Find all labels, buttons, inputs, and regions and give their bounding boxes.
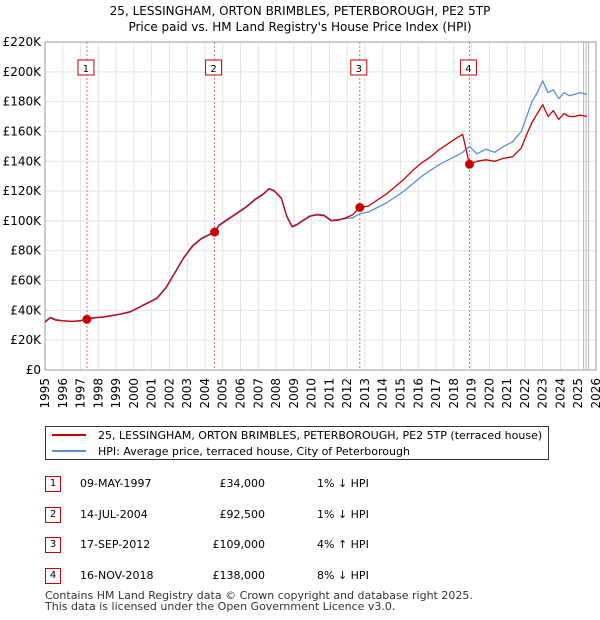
x-tick-label: 1999 (109, 378, 123, 409)
chart-legend: 25, LESSINGHAM, ORTON BRIMBLES, PETERBOR… (45, 426, 549, 460)
sale-number-badge: 4 (45, 567, 61, 584)
sale-date: 16-NOV-2018 (80, 568, 154, 582)
sale-date: 09-MAY-1997 (80, 477, 152, 490)
legend-red-swatch (52, 434, 86, 436)
sale-price: £138,000 (212, 568, 266, 582)
sales-table: 1 09-MAY-1997 £34,000 1% ↓ HPI 2 14-JUL-… (45, 472, 565, 594)
x-tick-label: 2001 (145, 378, 159, 409)
sale-hpi-diff: 1% ↓ HPI (317, 477, 369, 490)
footer-line-1: Contains HM Land Registry data © Crown c… (45, 589, 473, 602)
legend-blue-swatch (52, 450, 86, 452)
sale-hpi-diff: 4% ↑ HPI (317, 538, 369, 551)
x-tick-label: 2010 (305, 378, 319, 409)
y-tick-label: £180K (3, 95, 43, 109)
y-tick-label: £140K (3, 154, 43, 168)
x-tick-label: 2016 (411, 378, 425, 409)
legend-item-hpi: HPI: Average price, terraced house, City… (52, 444, 410, 458)
sale-marker-box (77, 59, 95, 76)
x-tick-label: 2018 (447, 378, 461, 409)
chart-subtitle: Price paid vs. HM Land Registry's House … (128, 20, 472, 34)
y-tick-label: £100K (3, 214, 43, 228)
x-tick-label: 1995 (38, 378, 52, 409)
y-tick-label: £160K (3, 124, 43, 138)
x-tick-label: 2011 (322, 378, 336, 409)
plot-frame (44, 41, 597, 371)
sale-date: 14-JUL-2004 (80, 507, 148, 521)
x-tick-label: 2021 (500, 378, 514, 409)
y-tick-label: £120K (3, 184, 43, 198)
x-tick-label: 2007 (251, 378, 265, 409)
sale-point (355, 202, 365, 212)
sale-price: £34,000 (219, 477, 266, 490)
y-tick-label: £220K (3, 35, 43, 49)
x-tick-label: 2006 (234, 378, 248, 409)
x-tick-label: 2009 (287, 378, 301, 409)
table-row: 3 17-SEP-2012 £109,000 4% ↑ HPI (45, 533, 565, 564)
x-tick-label: 1998 (91, 378, 105, 409)
x-tick-label: 2023 (536, 378, 550, 409)
sale-marker-label: 4 (465, 64, 471, 75)
x-tick-label: 1996 (56, 378, 70, 409)
x-tick-label: 2025 (571, 378, 585, 409)
price-chart: £0 £20K £40K £60K £80K £100K £120K £140K £160K £1… (3, 35, 600, 409)
sale-point (82, 314, 92, 324)
x-tick-label: 2003 (180, 378, 194, 409)
sale-number-badge: 3 (45, 537, 61, 553)
footer-line-2: This data is licensed under the Open Gov… (45, 600, 396, 613)
table-row: 1 09-MAY-1997 £34,000 1% ↓ HPI (45, 472, 565, 503)
legend-property-label: 25, LESSINGHAM, ORTON BRIMBLES, PETERBOR… (98, 428, 543, 442)
table-row: 2 14-JUL-2004 £92,500 1% ↓ HPI (45, 503, 565, 534)
x-tick-label: 1997 (74, 378, 88, 409)
sale-hpi-diff: 1% ↓ HPI (317, 507, 369, 521)
sale-date: 17-SEP-2012 (80, 538, 151, 551)
sale-hpi-diff: 8% ↓ HPI (317, 568, 369, 582)
footer-attribution: Contains HM Land Registry data © Crown c… (45, 590, 473, 612)
sale-marker-label: 3 (356, 64, 362, 75)
x-tick-label: 2022 (518, 378, 532, 409)
table-row: 4 16-NOV-2018 £138,000 8% ↓ HPI (45, 564, 565, 595)
chart-title: 25, LESSINGHAM, ORTON BRIMBLES, PETERBOR… (109, 4, 491, 18)
legend-item-property: 25, LESSINGHAM, ORTON BRIMBLES, PETERBOR… (52, 428, 542, 442)
x-tick-label: 2026 (589, 378, 600, 409)
legend-hpi-label: HPI: Average price, terraced house, City… (98, 444, 410, 458)
x-tick-label: 2012 (340, 378, 354, 409)
y-tick-label: £40K (10, 303, 42, 317)
sale-marker-box (205, 59, 223, 76)
x-tick-label: 2005 (216, 378, 230, 409)
y-tick-label: £200K (3, 65, 43, 79)
y-tick-label: £0 (26, 363, 41, 377)
y-tick-label: £80K (10, 244, 42, 258)
sale-marker-box (459, 59, 477, 76)
plot-area (45, 42, 596, 370)
sale-number-badge: 1 (45, 476, 61, 492)
x-tick-label: 2008 (269, 378, 283, 409)
y-tick-label: £20K (10, 333, 42, 347)
sale-point (464, 159, 474, 169)
x-tick-label: 2002 (162, 378, 176, 409)
x-tick-label: 2015 (393, 378, 407, 409)
sale-marker-label: 2 (210, 64, 216, 75)
y-tick-label: £60K (10, 274, 42, 288)
x-tick-label: 2017 (429, 378, 443, 409)
x-tick-label: 2024 (553, 378, 567, 409)
x-tick-label: 2004 (198, 378, 212, 409)
sale-marker-box (350, 59, 368, 76)
sale-price: £92,500 (219, 507, 266, 521)
sale-number-badge: 2 (45, 506, 61, 523)
x-tick-label: 2014 (376, 378, 390, 409)
series-line-property (44, 103, 588, 323)
x-tick-label: 2019 (465, 378, 479, 409)
x-tick-label: 2020 (482, 378, 496, 409)
sale-point (210, 227, 220, 237)
sale-marker-label: 1 (83, 64, 89, 75)
x-tick-label: 2000 (127, 378, 141, 409)
sale-price: £109,000 (212, 538, 266, 551)
x-tick-label: 2013 (358, 378, 372, 409)
